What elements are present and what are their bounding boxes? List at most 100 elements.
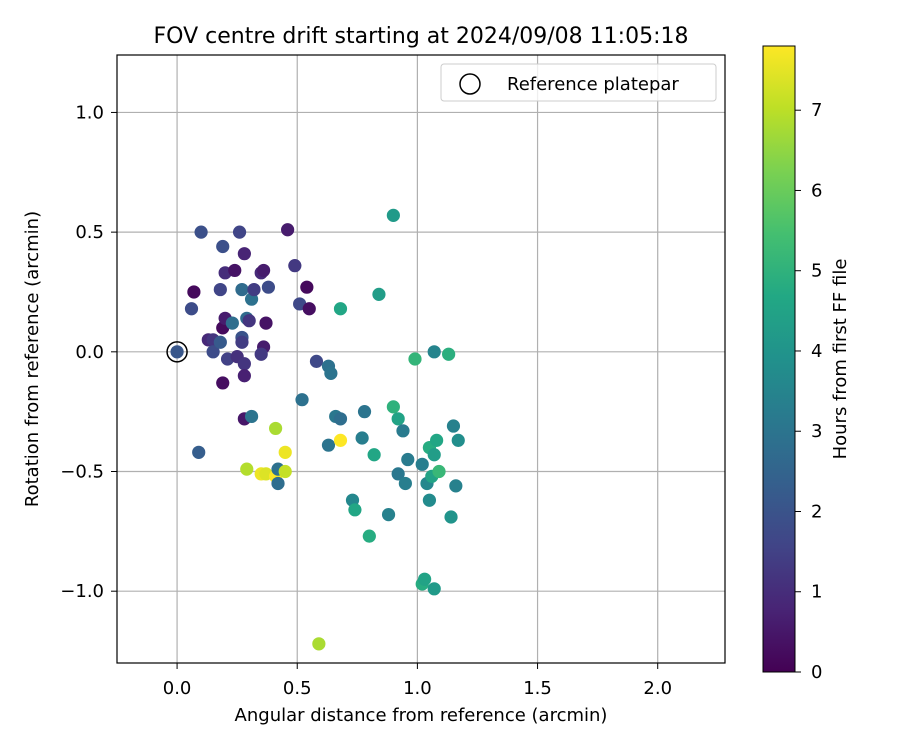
data-point [228,263,242,278]
y-tick-label: −1.0 [60,581,104,602]
legend: Reference platepar [440,63,717,102]
data-point [278,464,292,479]
colorbar: 0 1 2 3 4 5 6 7 Hours from first FF file [762,45,851,683]
data-point [216,239,230,254]
data-point [415,457,429,471]
reference-layer [166,341,188,363]
data-point [242,314,256,328]
data-point [449,479,463,493]
data-point [213,282,227,297]
colorbar-tick-label: 3 [811,421,822,442]
data-point [408,352,422,366]
data-point [398,476,412,491]
y-tick-label: 0.5 [75,222,104,243]
ticks-layer: 0.0 0.5 1.0 1.5 2.0 1.0 0.5 0.0 −0.5 −1.0 [60,102,672,699]
data-point [184,302,199,316]
colorbar-tick-label: 6 [811,180,822,201]
legend-entry-reference-platepar: Reference platepar [507,74,679,95]
colorbar-tick-label: 0 [811,662,822,683]
data-point [333,412,348,426]
data-point [302,302,316,316]
colorbar-tick-label: 5 [811,261,822,282]
plot-frame [116,54,726,664]
colorbar-tick-label: 7 [811,100,822,121]
data-point [357,405,372,419]
data-point [391,467,405,481]
data-point [247,282,261,297]
data-point [256,263,271,278]
y-tick-label: 1.0 [75,102,104,123]
data-point [427,448,441,462]
data-point [187,285,201,299]
x-tick-label: 2.0 [643,678,672,699]
data-point [446,419,461,433]
data-point [261,280,275,294]
data-point [427,582,441,596]
data-point [281,223,295,237]
data-point [367,448,381,462]
data-point [333,433,348,447]
data-point [237,357,251,371]
data-point [391,412,405,426]
data-point [427,345,441,359]
legend-box [440,63,717,102]
data-point [288,259,302,273]
data-point [312,637,326,651]
colorbar-tick-label: 1 [811,582,822,603]
data-point [386,208,400,222]
data-point [381,507,396,522]
data-point [237,247,251,261]
data-point [170,345,184,359]
data-point [355,431,369,445]
data-point [216,376,230,390]
data-point [451,433,465,447]
data-point [444,510,458,524]
x-tick-label: 0.0 [163,678,192,699]
data-point [348,503,362,517]
x-tick-label: 0.5 [283,678,312,699]
data-point [240,462,254,476]
data-point [422,493,437,507]
data-point [418,572,432,586]
data-point [237,369,251,383]
data-point [430,433,444,447]
data-point [309,354,324,368]
data-point [321,438,336,452]
data-point [271,476,285,491]
colorbar-label: Hours from first FF file [830,259,851,460]
y-tick-label: 0.0 [75,342,104,363]
colorbar-gradient [762,45,796,673]
legend-reference-marker [459,73,481,95]
colorbar-tick-label: 2 [811,501,822,522]
data-point [254,347,268,361]
colorbar-ticks: 0 1 2 3 4 5 6 7 [795,100,822,683]
data-point [401,452,415,467]
data-point [396,424,410,438]
data-point [432,464,446,479]
points-layer [170,208,465,651]
plot-area: 0.0 0.5 1.0 1.5 2.0 1.0 0.5 0.0 −0.5 −1.0 [60,54,726,699]
data-point [362,529,376,543]
data-point [372,287,386,301]
data-point [213,335,227,349]
data-point [225,316,239,330]
data-point [194,225,208,239]
data-point [192,445,206,459]
chart-title: FOV centre drift starting at 2024/09/08 … [154,24,689,49]
x-tick-label: 1.5 [523,678,552,699]
data-point [259,316,273,330]
data-point [244,409,259,424]
y-axis-label: Rotation from reference (arcmin) [22,211,43,507]
reference-platepar-marker [166,341,188,363]
data-point [232,225,247,239]
x-tick-label: 1.0 [403,678,432,699]
data-point [235,282,249,297]
data-point [278,445,292,459]
colorbar-tick-label: 4 [811,341,822,362]
data-point [235,335,249,349]
data-point [269,421,283,436]
data-point [442,347,456,361]
data-point [295,393,309,407]
data-point [333,302,348,316]
